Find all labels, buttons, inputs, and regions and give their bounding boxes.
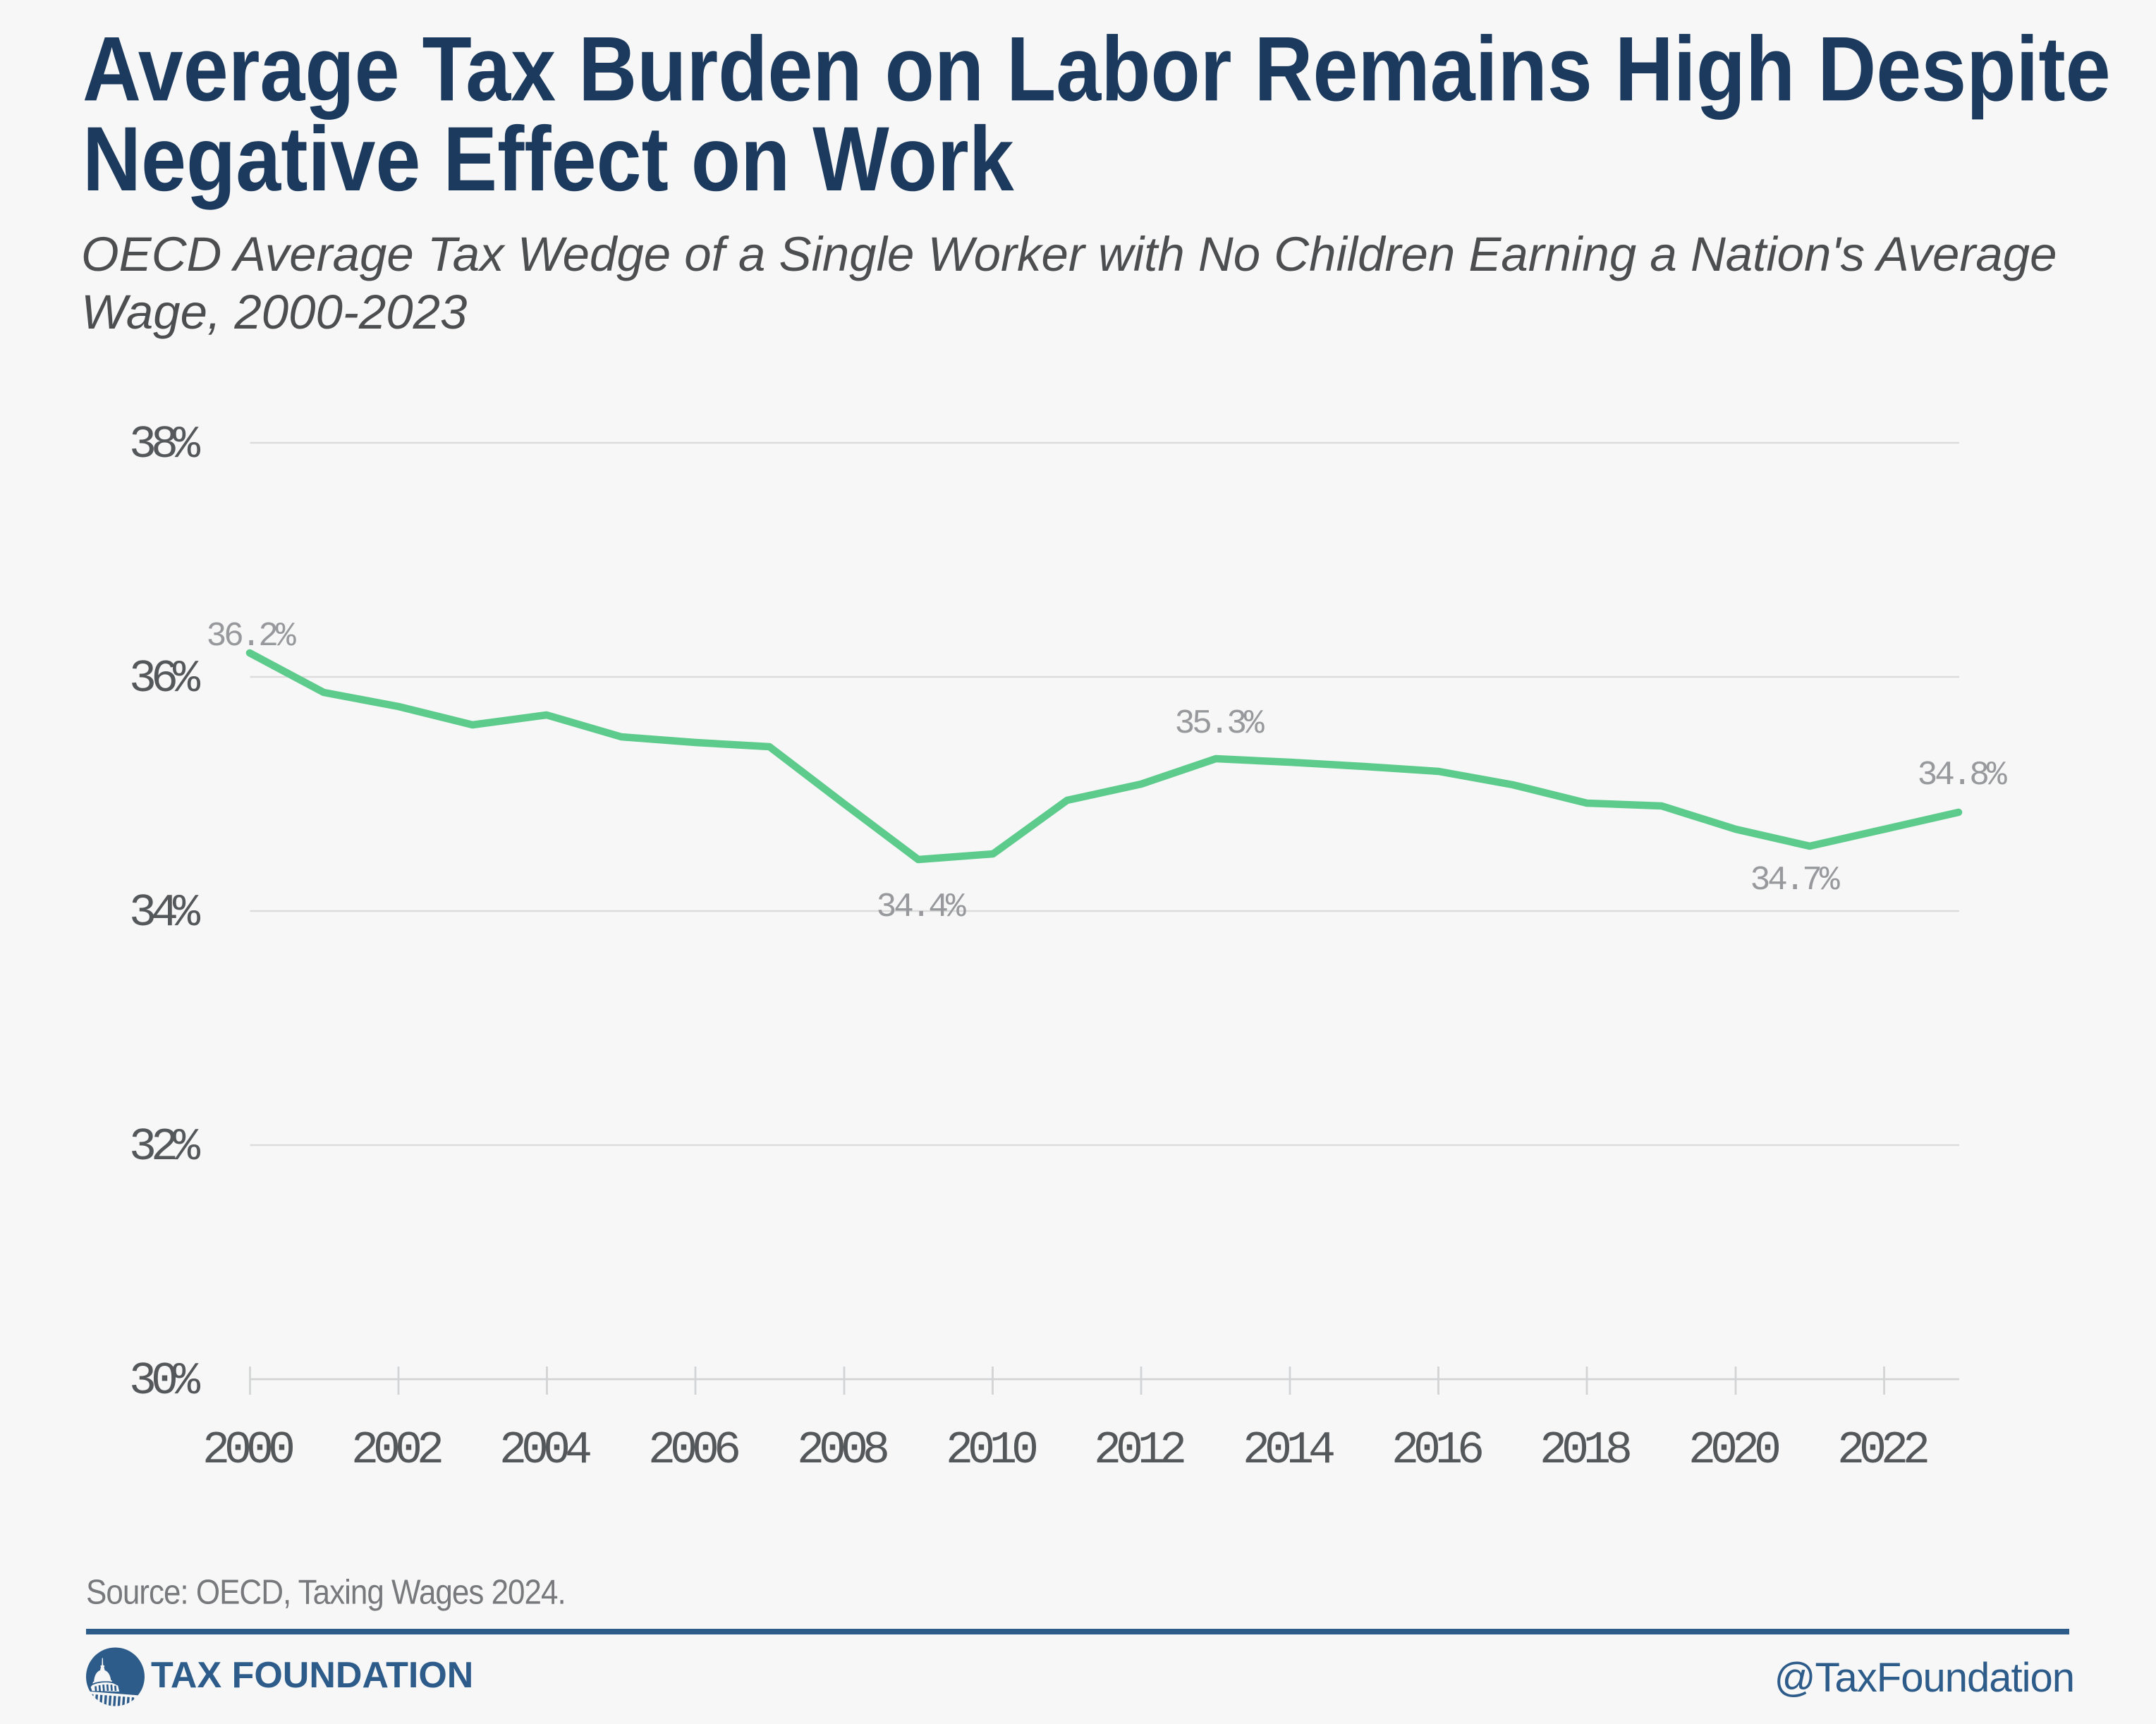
svg-text:2002: 2002 [351,1424,441,1477]
svg-text:34%: 34% [129,887,201,939]
svg-text:2010: 2010 [946,1424,1036,1477]
svg-text:2022: 2022 [1837,1424,1927,1477]
svg-text:2000: 2000 [202,1424,293,1477]
svg-text:34.4%: 34.4% [876,888,966,927]
svg-text:2004: 2004 [499,1424,590,1477]
svg-text:2018: 2018 [1540,1424,1630,1477]
svg-text:38%: 38% [129,419,201,471]
svg-text:2020: 2020 [1688,1424,1779,1477]
svg-text:2008: 2008 [797,1424,887,1477]
svg-text:30%: 30% [129,1355,201,1407]
svg-text:2012: 2012 [1094,1424,1184,1477]
svg-text:36%: 36% [129,653,201,705]
svg-text:2016: 2016 [1391,1424,1482,1477]
svg-text:34.8%: 34.8% [1917,757,2006,795]
svg-text:36.2%: 36.2% [206,618,296,656]
svg-text:35.3%: 35.3% [1174,705,1264,743]
svg-text:2014: 2014 [1243,1424,1334,1477]
svg-text:34.7%: 34.7% [1750,862,1839,900]
svg-text:2006: 2006 [648,1424,738,1477]
svg-text:32%: 32% [129,1121,201,1173]
